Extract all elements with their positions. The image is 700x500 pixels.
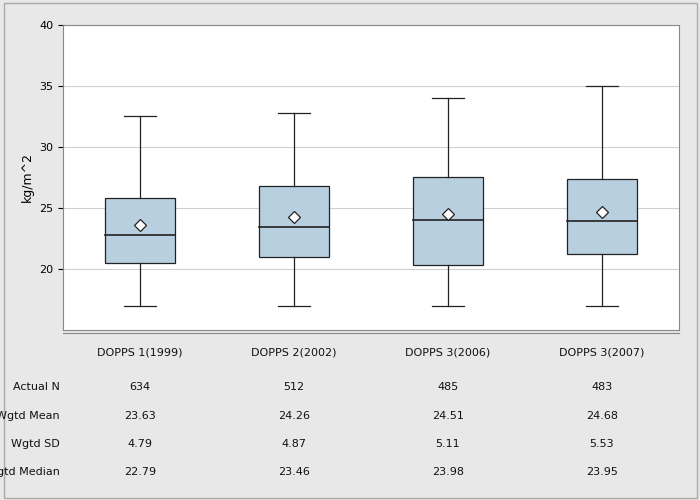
Text: 483: 483 (592, 382, 612, 392)
Bar (413, 178, 483, 266)
Text: Actual N: Actual N (13, 382, 60, 392)
Text: 23.63: 23.63 (124, 411, 156, 421)
Text: 24.51: 24.51 (432, 411, 464, 421)
Text: 22.79: 22.79 (124, 467, 156, 477)
Text: 4.87: 4.87 (281, 439, 307, 449)
Text: 5.53: 5.53 (589, 439, 615, 449)
Text: 23.95: 23.95 (586, 467, 618, 477)
Text: 634: 634 (130, 382, 150, 392)
Bar (106, 198, 175, 263)
Text: DOPPS 3(2007): DOPPS 3(2007) (559, 348, 645, 358)
Text: 23.98: 23.98 (432, 467, 464, 477)
Bar (259, 186, 329, 257)
Text: DOPPS 1(1999): DOPPS 1(1999) (97, 348, 183, 358)
Bar (567, 178, 637, 254)
Text: 23.46: 23.46 (278, 467, 310, 477)
Text: 485: 485 (438, 382, 458, 392)
Text: DOPPS 2(2002): DOPPS 2(2002) (251, 348, 337, 358)
Text: Wgtd SD: Wgtd SD (10, 439, 60, 449)
Text: 4.79: 4.79 (127, 439, 153, 449)
Text: 24.68: 24.68 (586, 411, 618, 421)
Text: 512: 512 (284, 382, 304, 392)
Text: Wgtd Median: Wgtd Median (0, 467, 60, 477)
Y-axis label: kg/m^2: kg/m^2 (20, 152, 34, 202)
Text: Wgtd Mean: Wgtd Mean (0, 411, 60, 421)
Text: DOPPS 3(2006): DOPPS 3(2006) (405, 348, 491, 358)
Text: 24.26: 24.26 (278, 411, 310, 421)
Text: 5.11: 5.11 (435, 439, 461, 449)
